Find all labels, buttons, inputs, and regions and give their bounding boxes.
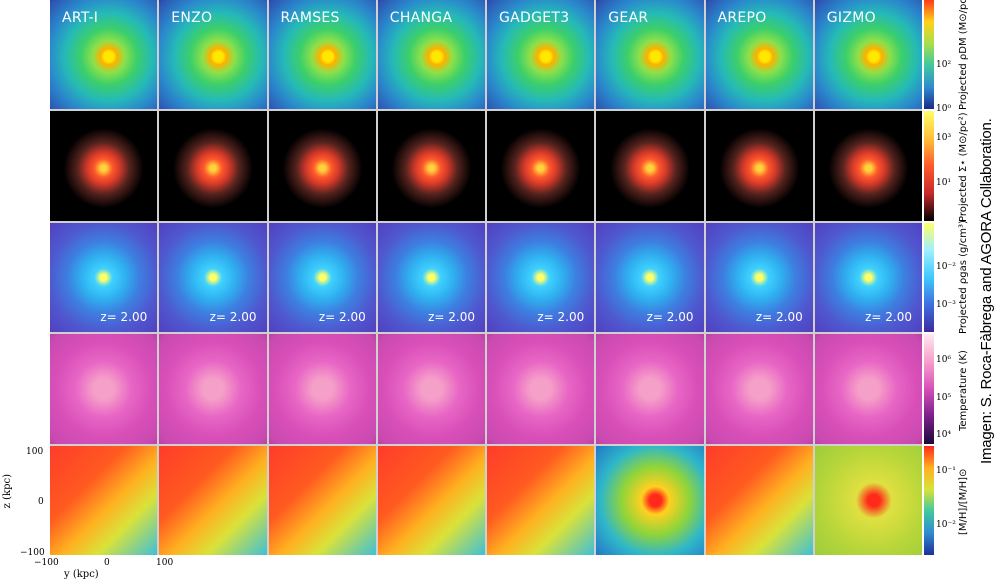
colorbar-stars <box>924 111 934 221</box>
row-title-metallicity: [M/H]/[M/H]⊙ <box>958 468 969 535</box>
colorbar-column <box>924 0 934 555</box>
tick-temp-mid: 10⁵ <box>936 393 952 403</box>
row-title-temperature: Temperature (K) <box>958 350 969 432</box>
y-tick-top: 100 <box>26 447 44 457</box>
x-tick-mid: 0 <box>104 558 110 568</box>
tick-dm-high: 10² <box>936 60 952 70</box>
dm-panel-changa: CHANGA <box>377 0 485 110</box>
code-label-arepo: AREPO <box>717 10 767 26</box>
row-title-stars: Projected Σ⋆ (M⊙/pc²) <box>958 112 969 222</box>
dm-panel-gizmo: GIZMO <box>814 0 922 110</box>
colorbar-metallicity <box>924 445 934 555</box>
dm-panel-gadget3: GADGET3 <box>487 0 595 110</box>
y-tick-bottom: −100 <box>20 548 45 558</box>
colorbar-ticks: 10² 10⁰ 10³ 10¹ 10⁻² 10⁻³ 10⁶ 10⁵ 10⁴ 10… <box>936 0 964 555</box>
tick-metal-low: 10⁻² <box>936 520 956 530</box>
code-label-gear: GEAR <box>608 10 649 26</box>
x-axis-label: y (kpc) <box>64 569 99 580</box>
dm-panel-ramses: RAMSES <box>268 0 376 110</box>
code-label-gizmo: GIZMO <box>826 10 876 26</box>
colorbar-temperature <box>924 334 934 444</box>
x-tick-right: 100 <box>156 558 174 568</box>
tick-metal-high: 10⁻¹ <box>936 466 956 476</box>
code-label-changa: CHANGA <box>389 10 453 26</box>
dm-panel-gear: GEAR <box>596 0 704 110</box>
code-label-art-i: ART-I <box>62 10 99 26</box>
tick-gas-high: 10⁻² <box>936 262 956 272</box>
tick-stars-high: 10³ <box>936 133 952 143</box>
row-title-dm: Projected ρDM (M⊙/pc²) <box>958 0 969 110</box>
simulation-panel-grid: ART-I ENZO RAMSES CHANGA GADGET3 GEAR AR… <box>50 0 922 555</box>
tick-dm-low: 10⁰ <box>936 104 952 114</box>
code-label-gadget3: GADGET3 <box>499 10 570 26</box>
y-axis-label: z (kpc) <box>2 474 13 509</box>
dm-panel-enzo: ENZO <box>159 0 267 110</box>
tick-temp-low: 10⁴ <box>936 430 952 440</box>
code-label-enzo: ENZO <box>171 10 213 26</box>
tick-temp-high: 10⁶ <box>936 355 952 365</box>
code-label-ramses: RAMSES <box>280 10 340 26</box>
row-title-gas: Projected ρgas (g/cm³) <box>958 220 969 334</box>
colorbar-dm <box>924 0 934 110</box>
tick-stars-low: 10¹ <box>936 178 952 188</box>
image-credit: Imagen: S. Roca-Fàbrega and AGORA Collab… <box>978 118 995 464</box>
x-tick-left: −100 <box>34 558 59 568</box>
dm-panel-arepo: AREPO <box>705 0 813 110</box>
y-tick-mid: 0 <box>38 497 44 507</box>
dm-panel-art-i: ART-I <box>50 0 158 110</box>
colorbar-gas <box>924 222 934 333</box>
tick-gas-low: 10⁻³ <box>936 300 956 310</box>
